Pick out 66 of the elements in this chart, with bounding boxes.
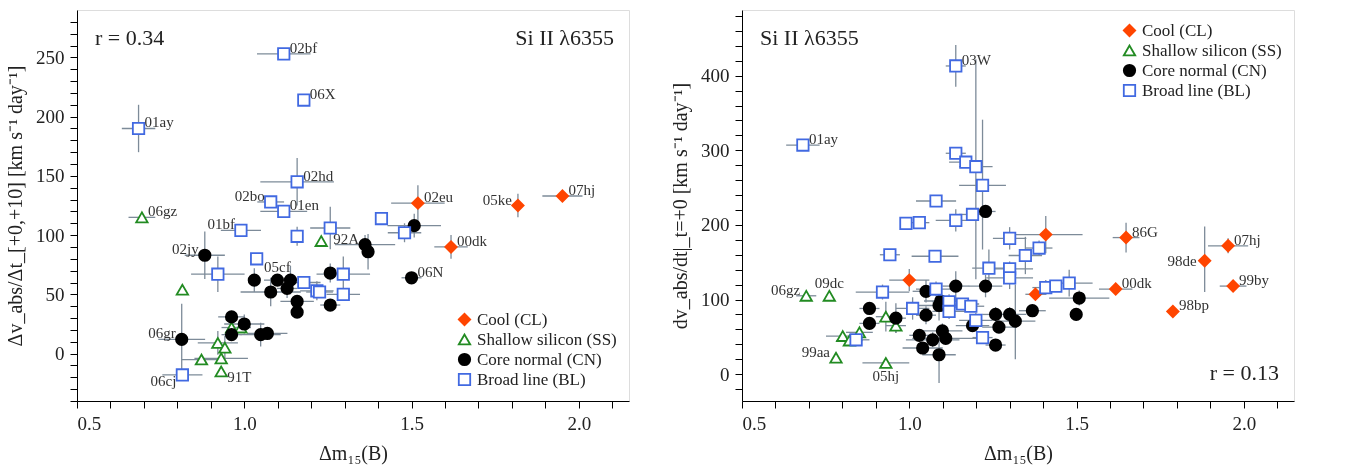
x-axis-title: Δm₁₅(B) xyxy=(318,441,389,465)
annotation: 02hd xyxy=(303,167,334,184)
annotation: 06cj xyxy=(150,372,177,389)
x-axis-title: Δm₁₅(B) xyxy=(983,441,1054,465)
y-tick-label: 100 xyxy=(36,224,65,246)
annotation: 05cf xyxy=(264,259,291,276)
y-tick-label: 150 xyxy=(36,165,65,187)
y-tick-label: 0 xyxy=(720,363,730,385)
annotation: 02jy xyxy=(172,241,200,258)
legend-label: Broad line (BL) xyxy=(477,369,586,389)
x-tick-label: 1.0 xyxy=(897,412,922,434)
annotation: r = 0.13 xyxy=(1209,360,1279,385)
y-tick-label: 200 xyxy=(36,106,65,128)
annotation: 07hj xyxy=(1234,231,1261,248)
legend-label: Cool (CL) xyxy=(1142,20,1213,40)
annotation: 01bf xyxy=(207,216,235,233)
legend-label: Cool (CL) xyxy=(477,309,548,329)
y-tick-label: 300 xyxy=(701,139,730,161)
y-tick-label: 50 xyxy=(45,283,65,305)
annotation: 07hj xyxy=(568,182,596,199)
annotation: 99by xyxy=(1239,272,1270,289)
annotation: 05ke xyxy=(482,191,513,208)
x-tick-label: 1.5 xyxy=(400,412,424,434)
annotation: 98de xyxy=(1167,252,1197,269)
annotation: 06X xyxy=(309,86,336,103)
x-tick-label: 0.5 xyxy=(77,412,102,434)
y-axis-title: Δv_abs/Δt_[+0,+10] [km s⁻¹ day⁻¹] xyxy=(4,65,27,347)
annotation: Si II λ6355 xyxy=(760,25,859,50)
y-tick-label: 400 xyxy=(701,65,730,87)
legend-label: Core normal (CN) xyxy=(477,349,602,369)
annotation: r = 0.34 xyxy=(95,25,165,50)
annotation: 92A xyxy=(333,230,360,247)
annotation: 06gz xyxy=(771,281,801,298)
annotation: 86G xyxy=(1132,223,1159,240)
annotation: 02eu xyxy=(423,189,454,206)
y-axis-title: dv_abs/dt|_t=+0 [km s⁻¹ day⁻¹] xyxy=(669,82,692,330)
x-tick-label: 2.0 xyxy=(567,412,592,434)
legend-label: Shallow silicon (SS) xyxy=(477,329,617,349)
annotation: 99aa xyxy=(801,343,831,360)
x-tick-label: 0.5 xyxy=(742,412,767,434)
legend-label: Broad line (BL) xyxy=(1142,80,1251,100)
y-tick-label: 250 xyxy=(36,46,65,68)
annotation: 01ay xyxy=(144,114,175,131)
annotation: 05hj xyxy=(872,367,900,384)
annotation: 01ay xyxy=(808,131,839,148)
annotation: 03W xyxy=(961,51,992,68)
annotation: 02bo xyxy=(234,187,265,204)
annotation: 09dc xyxy=(814,274,845,291)
legend-label: Core normal (CN) xyxy=(1142,60,1267,80)
annotation: 91T xyxy=(227,369,252,386)
y-tick-label: 100 xyxy=(701,289,730,311)
annotation: 06N xyxy=(417,263,444,280)
x-tick-label: 1.0 xyxy=(232,412,257,434)
x-tick-label: 1.5 xyxy=(1065,412,1089,434)
y-tick-label: 200 xyxy=(701,214,730,236)
annotation: 00dk xyxy=(457,232,488,249)
annotation: 98bp xyxy=(1178,297,1209,314)
annotation: 06gz xyxy=(147,203,178,220)
y-tick-label: 0 xyxy=(55,343,65,365)
annotation: 00dk xyxy=(1121,275,1153,292)
annotation: 01en xyxy=(289,197,320,214)
annotation: Si II λ6355 xyxy=(515,25,614,50)
x-tick-label: 2.0 xyxy=(1232,412,1257,434)
legend-label: Shallow silicon (SS) xyxy=(1142,40,1282,60)
annotation: 02bf xyxy=(289,39,318,56)
annotation: 06gr xyxy=(148,325,176,342)
